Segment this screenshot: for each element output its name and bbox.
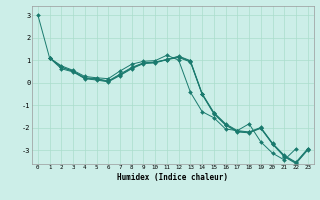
X-axis label: Humidex (Indice chaleur): Humidex (Indice chaleur) (117, 173, 228, 182)
